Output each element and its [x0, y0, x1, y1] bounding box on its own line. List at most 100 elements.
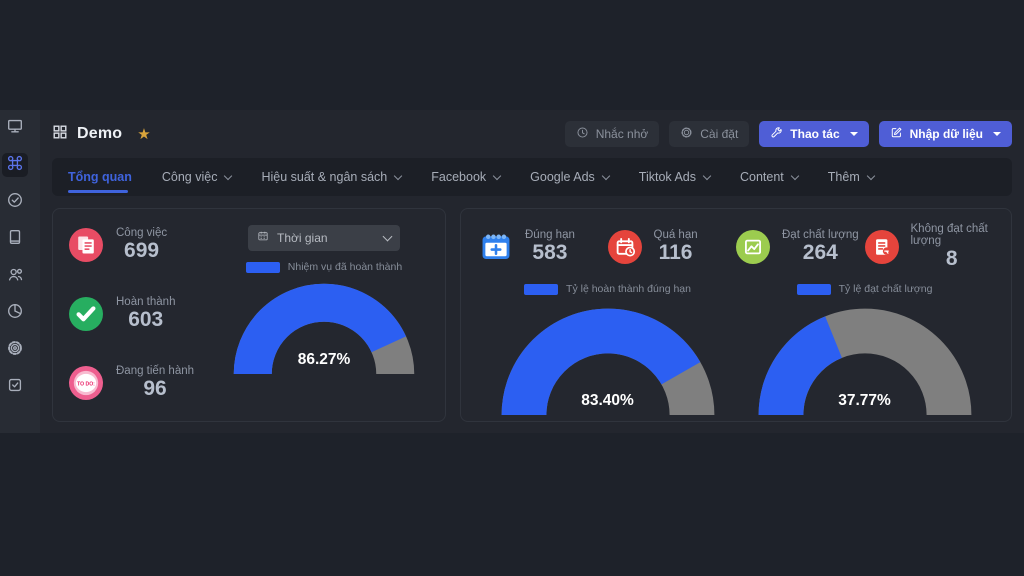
settings-button[interactable]: Cài đặt [669, 121, 750, 147]
gauges-row: Tỷ lệ hoàn thành đúng hạn 83.40% [479, 273, 993, 416]
tab-tong-quan[interactable]: Tổng quan [68, 158, 132, 196]
tab-label: Google Ads [530, 170, 595, 184]
stat-texts: Đang tiến hành 96 [116, 365, 194, 401]
tasks-stats-column: Công việc 699 Hoàn thành 603 [69, 223, 219, 407]
stat-texts: Không đạt chất lượng 8 [911, 223, 994, 271]
tab-label: Content [740, 170, 784, 184]
stat-label: Đúng hạn [525, 229, 575, 241]
sidebar-item-check-circle[interactable] [2, 190, 28, 214]
app-row: Demo ★ Nhắc nhở Cài đặt Thao tác [0, 110, 1024, 433]
stat-label: Không đạt chất lượng [910, 223, 988, 247]
sidebar-item-pie-chart[interactable] [2, 301, 28, 325]
monitor-icon [6, 117, 24, 140]
tab-hieu-suat-ngan-sach[interactable]: Hiệu suất & ngân sách [261, 158, 403, 196]
on-time-gauge-block: Tỷ lệ hoàn thành đúng hạn 83.40% [479, 273, 736, 416]
gauge-legend: Nhiệm vụ đã hoàn thành [245, 261, 403, 273]
sidebar-item-settings[interactable] [2, 338, 28, 362]
chevron-down-icon [790, 171, 800, 180]
header-actions: Nhắc nhở Cài đặt Thao tác Nhập dữ liệu [564, 121, 1012, 147]
favorite-star-icon[interactable]: ★ [137, 126, 151, 143]
gauge-value: 83.40% [581, 392, 634, 410]
tab-label: Hiệu suất & ngân sách [261, 170, 388, 184]
stat-texts: Quá hạn 116 [654, 229, 698, 265]
sidebar-item-command[interactable] [2, 153, 28, 177]
tab-them[interactable]: Thêm [828, 158, 875, 196]
tab-label: Facebook [431, 170, 487, 184]
sidebar-item-book[interactable] [2, 227, 28, 251]
gauge-value: 37.77% [838, 392, 891, 410]
time-filter-label: Thời gian [277, 231, 328, 245]
stat-dung-han: Đúng hạn 583 [479, 219, 608, 271]
gear-icon [680, 126, 693, 142]
stat-label: Đạt chất lượng [782, 229, 859, 241]
tab-tiktok-ads[interactable]: Tiktok Ads [639, 158, 712, 196]
stat-value: 264 [802, 241, 838, 264]
calendar-overdue-icon [607, 230, 642, 265]
chevron-down-icon [394, 171, 403, 180]
tab-facebook[interactable]: Facebook [431, 158, 502, 196]
app-grid-icon [52, 124, 68, 145]
stat-texts: Công việc 699 [116, 227, 167, 263]
book-icon [6, 228, 24, 251]
quality-gauge-block: Tỷ lệ đạt chất lượng 37.77% [736, 273, 993, 416]
sidebar-item-monitor[interactable] [2, 116, 28, 140]
gauge-legend: Tỷ lệ hoàn thành đúng hạn [524, 283, 691, 295]
quality-gauge: 37.77% [753, 303, 977, 416]
reminder-button[interactable]: Nhắc nhở [564, 121, 660, 147]
tab-label: Tổng quan [68, 170, 132, 184]
chevron-down-icon [382, 231, 393, 241]
import-data-button[interactable]: Nhập dữ liệu [878, 121, 1012, 147]
gear-icon [6, 339, 24, 362]
tab-label: Công việc [161, 170, 218, 184]
sidebar [0, 110, 30, 433]
page-title: Demo [77, 125, 123, 142]
stat-label: Quá hạn [653, 229, 698, 241]
chevron-down-icon [866, 171, 875, 180]
sidebar-item-users[interactable] [2, 264, 28, 288]
stat-texts: Đạt chất lượng 264 [782, 229, 859, 265]
check-icon [69, 296, 103, 331]
edit-icon [890, 126, 903, 142]
legend-swatch [796, 283, 831, 295]
stat-texts: Đúng hạn 583 [525, 229, 575, 265]
legend-label: Tỷ lệ đạt chất lượng [838, 283, 933, 296]
stat-texts: Hoàn thành 603 [116, 296, 175, 332]
stat-value: 583 [532, 241, 568, 264]
stat-hoan-thanh: Hoàn thành 603 [69, 296, 219, 332]
tab-google-ads[interactable]: Google Ads [530, 158, 611, 196]
gauge-value: 86.27% [297, 351, 351, 368]
stat-value: 8 [945, 247, 958, 270]
chevron-down-icon [601, 171, 611, 180]
calendar-plus-icon [479, 230, 513, 264]
tasks-overview-card: Công việc 699 Hoàn thành 603 [52, 208, 446, 422]
check-circle-icon [6, 191, 24, 214]
deadline-quality-card: Đúng hạn 583 Quá hạn 116 [460, 208, 1012, 422]
legend-label: Nhiệm vụ đã hoàn thành [287, 261, 403, 273]
tasks-gauge-column: Thời gian Nhiệm vụ đã hoàn thành [219, 223, 429, 407]
deadline-quality-stats: Đúng hạn 583 Quá hạn 116 [479, 219, 993, 271]
stat-label: Đang tiến hành [116, 364, 195, 377]
legend-swatch [524, 283, 559, 295]
wrench-icon [770, 126, 783, 142]
legend-swatch [245, 261, 280, 273]
calendar-icon [257, 229, 269, 247]
stat-label: Công việc [116, 227, 168, 239]
command-icon [6, 154, 24, 177]
operations-button[interactable]: Thao tác [759, 121, 869, 147]
stat-cong-viec: Công việc 699 [69, 227, 219, 263]
chevron-down-icon [224, 171, 233, 180]
stat-value: 603 [128, 307, 164, 331]
content-panel: Demo ★ Nhắc nhở Cài đặt Thao tác [40, 110, 1024, 433]
stat-khong-dat-chat-luong: Không đạt chất lượng 8 [864, 219, 994, 271]
operations-button-label: Thao tác [790, 127, 840, 141]
tab-content[interactable]: Content [740, 158, 800, 196]
time-filter-dropdown[interactable]: Thời gian [248, 225, 400, 251]
cards-row: Công việc 699 Hoàn thành 603 [52, 208, 1012, 422]
topbar: Demo ★ Nhắc nhở Cài đặt Thao tác [52, 110, 1012, 158]
sidebar-item-checkbox[interactable] [2, 375, 28, 399]
reminder-button-label: Nhắc nhở [595, 127, 649, 141]
tab-cong-viec[interactable]: Công việc [161, 158, 233, 196]
clock-icon [576, 126, 589, 142]
settings-button-label: Cài đặt [700, 127, 739, 141]
